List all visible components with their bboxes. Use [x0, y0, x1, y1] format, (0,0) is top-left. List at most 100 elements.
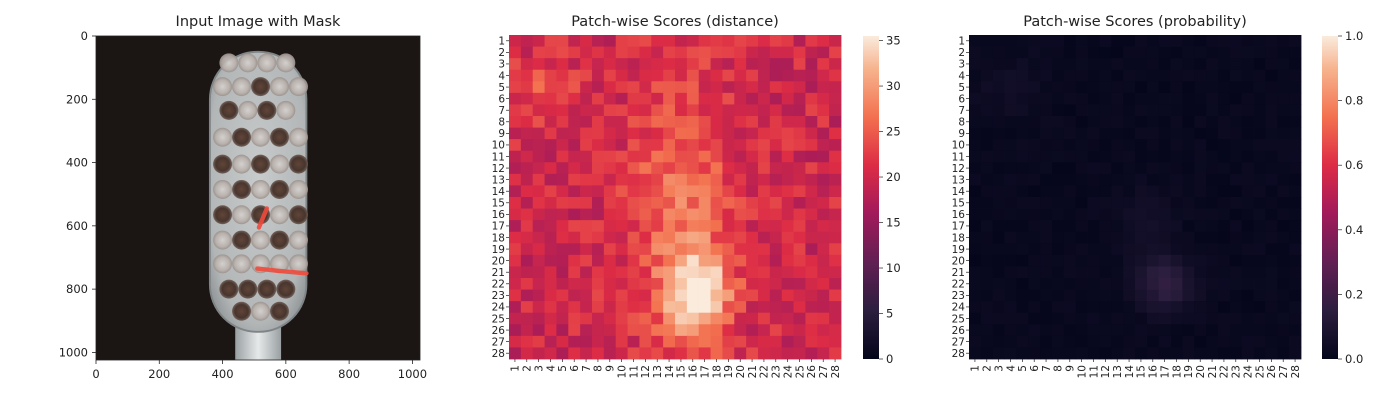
heatmap-cell	[746, 116, 759, 128]
heatmap-cell	[639, 197, 652, 209]
bristle-tuft	[238, 100, 258, 120]
heatmap-cell	[734, 324, 747, 337]
heatmap-cell	[1241, 162, 1254, 175]
heatmap-cell	[1182, 46, 1195, 59]
panel-probability-heatmap: Patch-wise Scores (probability) 12345678…	[952, 14, 1364, 378]
heatmap-cell	[675, 69, 688, 82]
heatmap-cell	[1194, 301, 1207, 314]
col-tick-label: 3	[533, 365, 545, 372]
heatmap-cell	[1028, 150, 1041, 163]
heatmap-cell	[1123, 231, 1136, 244]
heatmap-cell	[1170, 243, 1183, 256]
heatmap-cell	[1241, 92, 1254, 105]
heatmap-cell	[663, 46, 676, 59]
heatmap-cell	[1016, 127, 1029, 140]
heatmap-cell	[1289, 220, 1302, 233]
heatmap-cell	[1289, 243, 1302, 256]
heatmap-cell	[1146, 301, 1160, 314]
heatmap-cell	[520, 81, 534, 94]
heatmap-cell	[829, 208, 842, 221]
bristle-tuft	[257, 53, 277, 73]
heatmap-cell	[710, 139, 723, 152]
heatmap-cell	[1229, 278, 1243, 290]
heatmap-cell	[1241, 347, 1254, 360]
heatmap-cell	[1289, 58, 1302, 71]
heatmap-cell	[1218, 104, 1231, 117]
heatmap-cell	[1087, 162, 1100, 175]
heatmap-cell	[1099, 69, 1112, 82]
heatmap-cell	[1004, 81, 1017, 94]
heatmap-cell	[805, 335, 818, 348]
x-tick-label: 200	[148, 367, 170, 381]
heatmap-cell	[980, 185, 994, 198]
heatmap-cell	[1111, 35, 1124, 47]
col-tick-label: 15	[676, 365, 688, 378]
heatmap-cell	[544, 347, 557, 360]
row-tick-label: 26	[952, 325, 966, 337]
heatmap-cell	[781, 116, 794, 128]
heatmap-cell	[1087, 254, 1100, 267]
heatmap-cell	[1265, 278, 1278, 290]
col-tick-label: 3	[993, 365, 1005, 372]
heatmap-cell	[1146, 185, 1160, 198]
heatmap-cell	[675, 266, 688, 279]
heatmap-cell	[781, 81, 794, 94]
heatmap-cell	[520, 347, 534, 360]
bristle-tuft	[213, 254, 233, 274]
heatmap-cell	[1289, 116, 1302, 128]
heatmap-cell	[1253, 58, 1266, 71]
heatmap-cell	[520, 335, 534, 348]
heatmap-cell	[1135, 116, 1148, 128]
heatmap-cell	[686, 127, 700, 140]
heatmap-cell	[1146, 335, 1160, 348]
heatmap-cell	[1016, 81, 1029, 94]
heatmap-cell	[627, 324, 640, 337]
heatmap-cell	[568, 289, 581, 302]
heatmap-cell	[1229, 150, 1243, 163]
heatmap-cell	[769, 347, 783, 360]
heatmap-cell	[686, 92, 700, 105]
heatmap-cell	[1111, 127, 1124, 140]
heatmap-cell	[1028, 254, 1041, 267]
heatmap-cell	[1277, 266, 1290, 279]
heatmap-cell	[1099, 150, 1112, 163]
heatmap-cell	[1135, 185, 1148, 198]
heatmap-cell	[1040, 92, 1053, 105]
heatmap-cell	[1158, 278, 1171, 290]
heatmap-cell	[698, 185, 711, 198]
heatmap-cell	[686, 104, 700, 117]
distance-heatmap-cells	[509, 35, 842, 360]
heatmap-cell	[675, 104, 688, 117]
heatmap-cell	[980, 58, 994, 71]
heatmap-cell	[627, 254, 640, 267]
heatmap-cell	[1265, 139, 1278, 152]
heatmap-cell	[532, 162, 545, 175]
heatmap-cell	[746, 104, 759, 117]
heatmap-cell	[1253, 231, 1266, 244]
heatmap-cell	[734, 58, 747, 71]
heatmap-cell	[675, 220, 688, 233]
heatmap-cell	[793, 301, 806, 314]
heatmap-cell	[805, 347, 818, 360]
heatmap-cell	[969, 278, 982, 290]
heatmap-cell	[1146, 58, 1160, 71]
x-tick-label: 1000	[398, 367, 427, 381]
heatmap-cell	[627, 335, 640, 348]
heatmap-cell	[1206, 289, 1219, 302]
heatmap-cell	[532, 254, 545, 267]
heatmap-cell	[639, 208, 652, 221]
heatmap-cell	[1063, 58, 1077, 71]
bristle-tuft	[232, 154, 252, 174]
heatmap-cell	[1075, 173, 1088, 186]
heatmap-cell	[1087, 324, 1100, 337]
heatmap-cell	[627, 220, 640, 233]
heatmap-cell	[675, 173, 688, 186]
heatmap-cell	[1265, 243, 1278, 256]
heatmap-cell	[1170, 127, 1183, 140]
heatmap-cell	[532, 150, 545, 163]
row-tick-label: 2	[958, 47, 965, 59]
heatmap-cell	[722, 254, 735, 267]
heatmap-cell	[758, 162, 771, 175]
heatmap-cell	[1241, 208, 1254, 221]
